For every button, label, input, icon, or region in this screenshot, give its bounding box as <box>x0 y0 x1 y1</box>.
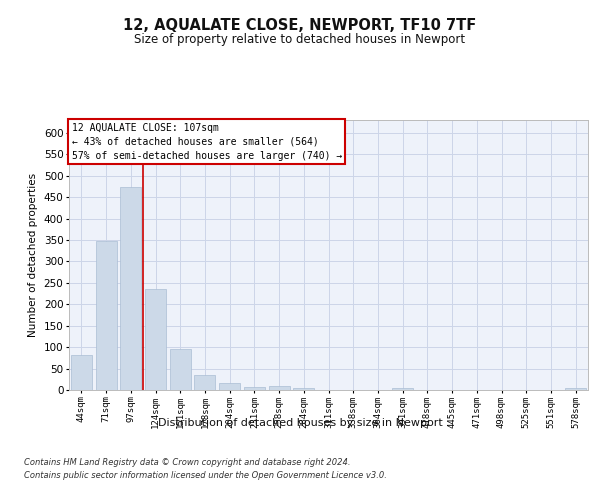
Text: Contains public sector information licensed under the Open Government Licence v3: Contains public sector information licen… <box>24 472 387 480</box>
Bar <box>95 241 116 390</box>
Text: 12 AQUALATE CLOSE: 107sqm
← 43% of detached houses are smaller (564)
57% of semi: 12 AQUALATE CLOSE: 107sqm ← 43% of detac… <box>71 122 342 160</box>
Bar <box>219 383 240 390</box>
Text: Contains HM Land Registry data © Crown copyright and database right 2024.: Contains HM Land Registry data © Crown c… <box>24 458 350 467</box>
Bar <box>170 350 191 390</box>
Text: Distribution of detached houses by size in Newport: Distribution of detached houses by size … <box>158 418 442 428</box>
Text: 12, AQUALATE CLOSE, NEWPORT, TF10 7TF: 12, AQUALATE CLOSE, NEWPORT, TF10 7TF <box>124 18 476 32</box>
Text: Size of property relative to detached houses in Newport: Size of property relative to detached ho… <box>134 32 466 46</box>
Bar <box>269 386 290 390</box>
Bar <box>392 388 413 390</box>
Bar <box>71 355 92 390</box>
Bar <box>565 388 586 390</box>
Bar <box>120 187 141 390</box>
Bar <box>293 388 314 390</box>
Y-axis label: Number of detached properties: Number of detached properties <box>28 173 38 337</box>
Bar <box>244 386 265 390</box>
Bar <box>145 290 166 390</box>
Bar <box>194 374 215 390</box>
